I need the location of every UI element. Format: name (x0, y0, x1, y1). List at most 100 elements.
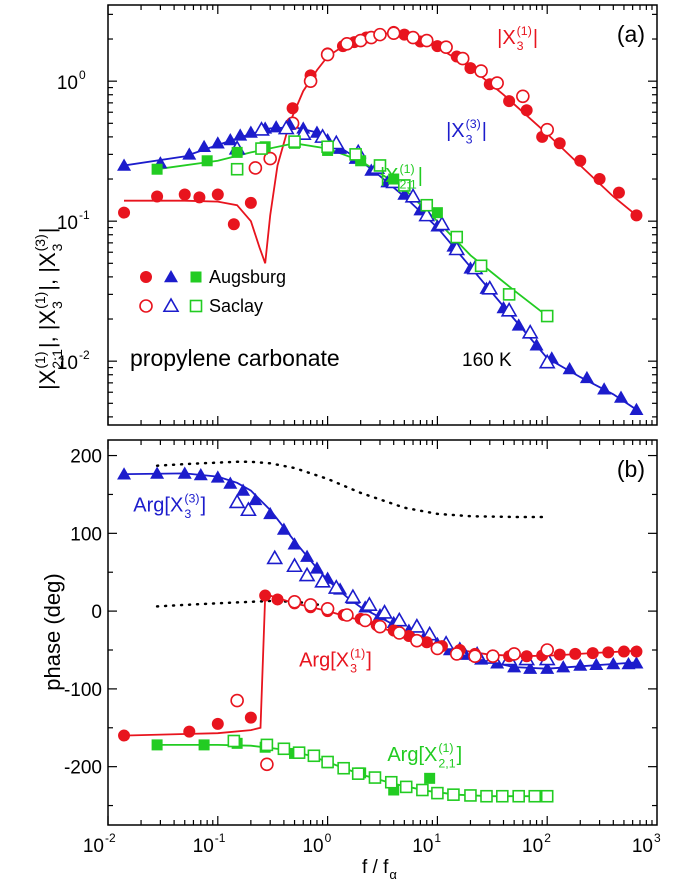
data-point (399, 780, 413, 794)
data-point (151, 190, 164, 203)
data-point (210, 136, 225, 149)
data-point (358, 613, 372, 628)
data-point (617, 645, 630, 658)
y-tick-label-b: 100 (70, 524, 102, 545)
y-axis-label-a: |X(1) 2;1|, |X(1) 3|, |X(3) 3| (32, 228, 65, 390)
data-point (586, 647, 599, 660)
data-point (271, 593, 284, 606)
x-axis-label-main: f / f (362, 857, 389, 878)
data-point (495, 789, 509, 803)
data-point (569, 647, 582, 660)
data-point (520, 650, 533, 663)
plot-frame-a (107, 4, 658, 426)
data-point (286, 102, 299, 115)
data-point (420, 636, 433, 649)
data-point (248, 161, 263, 175)
annotation-blue-subscript: 3 (184, 507, 191, 521)
y-axis-label-part: |X (35, 369, 60, 390)
data-point (455, 51, 470, 66)
annotation-green: |X (1) 2;1 | (380, 162, 423, 191)
series-green-square-open (227, 734, 554, 803)
panel-tag-b: (b) (617, 456, 645, 482)
data-point (298, 566, 316, 582)
data-point (368, 771, 382, 784)
data-point (227, 734, 241, 748)
data-point (511, 318, 526, 331)
data-point (276, 522, 291, 535)
data-point (464, 62, 477, 75)
y-axis-label-part: |, |X (35, 252, 60, 291)
data-point (211, 717, 224, 730)
data-point (449, 647, 464, 661)
data-point (151, 163, 163, 175)
data-point (474, 64, 488, 78)
data-point (201, 155, 213, 167)
data-point (406, 30, 420, 45)
data-point (286, 557, 303, 573)
series-red-circle-open (230, 594, 555, 772)
annotation-blue-suffix: ] (200, 495, 206, 517)
data-point (574, 154, 587, 167)
annotation-red-superscript: (1) (517, 24, 532, 38)
annotation-blue-subscript: 3 (466, 132, 473, 146)
annotation-red-suffix: ] (366, 649, 372, 671)
x-tick-exponent: 2 (544, 831, 551, 845)
data-point (248, 492, 263, 506)
data-point (349, 148, 362, 161)
annotation-blue: |X (3)3 | (446, 117, 487, 146)
data-point (269, 120, 284, 133)
annotation-green-prefix: |X (380, 165, 399, 187)
data-point (386, 26, 401, 41)
annotation-red: |X (1)3 | (497, 24, 538, 53)
y-axis-label-superscript: (1) (32, 351, 48, 368)
y-tick-exponent-a: 0 (79, 68, 86, 82)
x-tick-exponent: 3 (654, 831, 661, 845)
data-point (593, 173, 606, 186)
data-point (227, 218, 240, 231)
data-point (500, 301, 518, 317)
data-point (320, 47, 335, 62)
x-tick-label: 10 (83, 836, 104, 857)
data-point (260, 738, 274, 752)
data-point (384, 775, 398, 789)
data-point (228, 493, 246, 509)
panel-a-chart: 10-210-110 0|X (1)3 ||X (3)3 ||X (1)2;1 |(a)pro… (32, 4, 658, 426)
data-point (612, 186, 625, 199)
data-point (418, 206, 436, 222)
x-tick-label: 10 (632, 836, 653, 857)
data-point (177, 466, 192, 479)
data-point (398, 179, 411, 192)
data-point (300, 549, 315, 562)
data-point (150, 466, 165, 479)
data-point (340, 608, 354, 622)
data-point (448, 240, 466, 256)
data-point (512, 789, 525, 803)
data-point (606, 657, 621, 670)
data-point (392, 626, 407, 640)
data-point (118, 729, 131, 742)
data-point (178, 188, 191, 201)
data-point (193, 191, 206, 204)
data-point (231, 146, 243, 158)
annotation-red-subscript: 3 (517, 39, 524, 53)
series-green-square-open (230, 135, 554, 323)
data-point (288, 135, 301, 148)
x-tick-label: 10 (412, 836, 433, 857)
data-point (292, 746, 306, 759)
data-point (244, 711, 257, 724)
legend: Augsburg Saclay (139, 267, 286, 316)
data-point (523, 661, 538, 674)
data-point (602, 646, 615, 659)
panel-tag-a: (a) (617, 21, 645, 47)
data-point (416, 783, 429, 797)
y-axis-label-superscript: (1) (32, 292, 48, 309)
y-tick-label-b: -200 (64, 758, 102, 779)
legend-marker-red (139, 299, 153, 313)
data-point (553, 137, 566, 150)
annotation-green-superscript: (1) (400, 162, 415, 176)
data-point (424, 772, 436, 784)
legend-marker-green (190, 271, 202, 283)
annotation-red-superscript: (1) (350, 646, 365, 660)
data-point (468, 649, 482, 664)
data-point (240, 501, 257, 517)
